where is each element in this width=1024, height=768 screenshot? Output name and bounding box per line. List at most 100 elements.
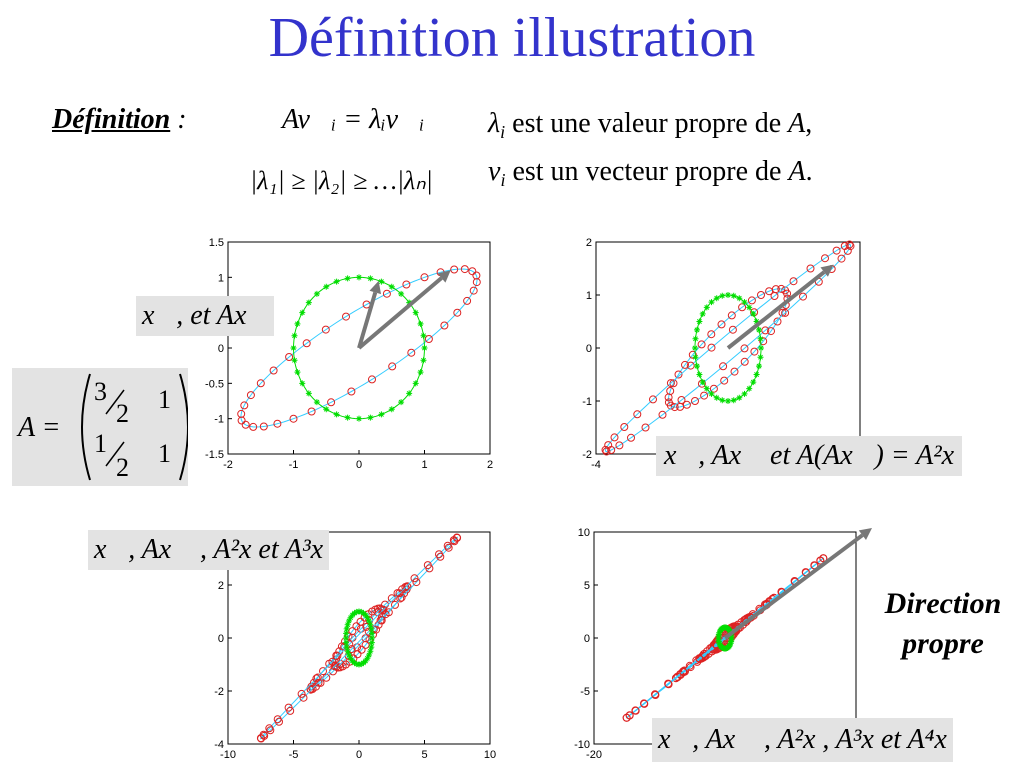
point-Ax-power-3 (685, 661, 694, 670)
point-x-star (730, 397, 737, 404)
y-tick-label: 0 (586, 343, 592, 355)
point-Ax-power-4 (631, 706, 640, 715)
point-x-star (693, 363, 700, 370)
v-symbol: v (488, 156, 501, 187)
point-Ax-power-2 (649, 395, 657, 404)
y-tick-label: 1 (218, 272, 224, 284)
point-Ax-power-1 (727, 311, 736, 320)
point-Ax-power-1 (697, 340, 706, 349)
point-x-star (345, 652, 352, 659)
point-Ax-power-1 (670, 403, 679, 412)
point-Ax-power-1 (759, 337, 768, 346)
eigenvector-line: vi est un vecteur propre de A. (488, 152, 813, 200)
y-tick-label: -10 (574, 739, 590, 751)
x-tick-label: -20 (586, 749, 602, 761)
point-x-star (406, 299, 413, 306)
point-x-star (417, 320, 424, 327)
eigenvalue-ordering: |λ₁| ≥ |λ₂| ≥ …|λₙ| (250, 166, 433, 195)
ellipse-curve-power-1 (240, 268, 478, 428)
point-Ax-power-3 (312, 674, 321, 683)
point-Ax-power-2 (602, 447, 611, 456)
point-Ax-power-1 (352, 622, 361, 631)
point-Ax-power-1 (720, 376, 729, 385)
point-x-star (294, 320, 301, 327)
point-x-star (345, 617, 352, 624)
point-Ax-power-2 (615, 441, 624, 450)
point-x-star (313, 399, 320, 406)
point-x-star (344, 414, 351, 421)
x-tick-label: -10 (220, 749, 236, 761)
plot-power-3: 2 0 -2 -4-10 -5 0 5 10 (214, 531, 496, 761)
point-Ax-power-1 (307, 407, 316, 416)
point-x-star (753, 371, 760, 378)
point-Ax-power-4 (651, 691, 660, 699)
point-x-star (692, 345, 698, 351)
point-x-star (367, 275, 374, 282)
point-x-star (356, 274, 362, 281)
point-x-star (344, 275, 351, 282)
point-x-star (750, 379, 757, 386)
point-x-star (368, 630, 375, 637)
point-x-star (343, 625, 350, 632)
point-Ax-power-1 (240, 401, 249, 410)
point-x-star (347, 655, 354, 662)
point-Ax-power-3 (297, 689, 306, 698)
point-Ax-power-1 (285, 353, 294, 361)
point-x-star (719, 292, 726, 299)
point-x-star (344, 648, 351, 655)
ellipse-curve-power-2 (604, 243, 852, 453)
point-x-star (347, 614, 354, 621)
x-tick-label: -5 (289, 749, 299, 761)
matrix-cell-den-2: 2 (116, 453, 129, 482)
definition-label: Définition : (52, 104, 187, 136)
point-Ax-power-2 (837, 254, 846, 263)
point-Ax-power-2 (740, 344, 749, 353)
point-x-star (351, 659, 358, 666)
point-Ax-power-1 (440, 321, 449, 330)
y-tick-label: -2 (214, 686, 224, 698)
point-x-star (412, 309, 419, 316)
y-tick-label: 2 (218, 580, 224, 592)
point-Ax-power-1 (357, 645, 366, 654)
point-x-star (368, 644, 375, 651)
point-Ax-power-1 (682, 400, 691, 409)
point-Ax-power-3 (449, 536, 458, 545)
point-Ax-power-1 (347, 387, 356, 396)
x-tick-label: -2 (223, 459, 233, 471)
eigen-equation: Av⃗ᵢ = λᵢv⃗ᵢ (282, 104, 425, 135)
plot-power-2: 210-1-2-4-2 (582, 237, 861, 471)
point-Ax-power-1 (765, 287, 774, 296)
point-Ax-power-1 (402, 280, 411, 289)
point-Ax-power-2 (607, 446, 616, 454)
point-Ax-power-2 (840, 242, 849, 250)
eigen-direction-arrow-head (858, 528, 872, 540)
point-Ax-power-2 (799, 292, 807, 301)
point-x-star (699, 379, 706, 386)
point-x-star (750, 310, 757, 317)
direction-line-1: Direction (884, 587, 1002, 620)
point-Ax-power-1 (681, 360, 689, 369)
y-tick-label: 2 (586, 237, 592, 249)
point-Ax-power-3 (412, 578, 421, 587)
vector-Ax-arrow-shaft (357, 276, 443, 350)
point-x-star (333, 411, 340, 418)
point-Ax-power-1 (757, 291, 765, 299)
point-x-star (344, 621, 351, 628)
point-Ax-power-4 (640, 699, 649, 708)
y-tick-label: -4 (214, 739, 224, 751)
matrix-frac-slash-2 (105, 441, 125, 467)
point-x-star (699, 310, 706, 317)
point-Ax-power-1 (420, 273, 429, 282)
point-x-star (757, 354, 764, 361)
point-Ax-power-1 (327, 398, 336, 407)
eigenvalue-line: λi est une valeur propre de A, (488, 104, 813, 152)
definition-description: λi est une valeur propre de A, vi est un… (488, 104, 813, 200)
matrix-cell-den-1: 2 (116, 399, 129, 428)
point-Ax-power-1 (342, 312, 350, 321)
v-sub: i (500, 170, 506, 190)
point-x-star (358, 661, 365, 668)
point-Ax-power-1 (664, 393, 673, 402)
line1-end: , (805, 108, 813, 139)
point-Ax-power-2 (666, 379, 675, 388)
point-x-star (364, 614, 371, 621)
